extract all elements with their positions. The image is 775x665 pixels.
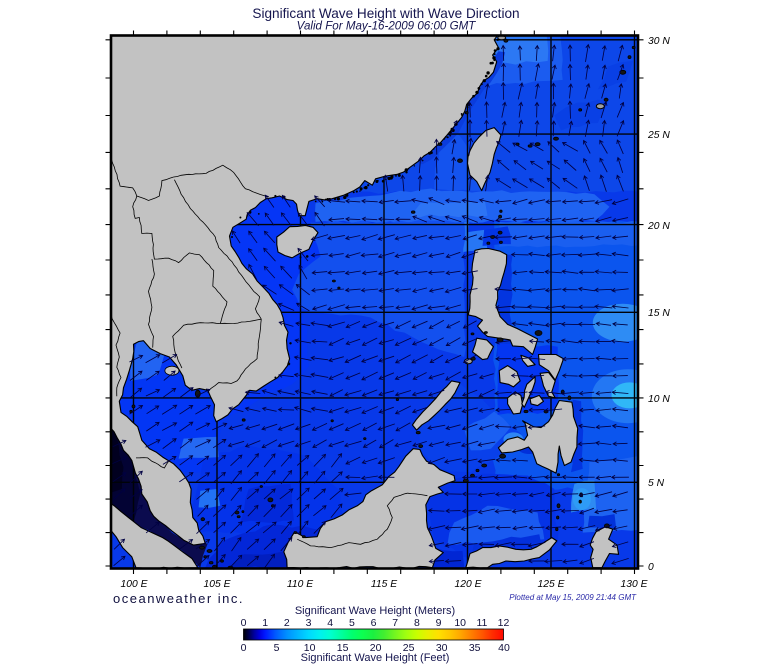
svg-text:30: 30 — [436, 642, 448, 654]
svg-text:2: 2 — [284, 617, 290, 629]
svg-text:Significant Wave Height with W: Significant Wave Height with Wave Direct… — [252, 6, 519, 21]
svg-text:40: 40 — [498, 642, 510, 654]
svg-text:4: 4 — [327, 617, 333, 629]
svg-text:10: 10 — [304, 642, 316, 654]
svg-text:125 E: 125 E — [538, 579, 565, 590]
svg-text:Valid For May-16-2009 06:00 GM: Valid For May-16-2009 06:00 GMT — [297, 20, 477, 33]
svg-text:15: 15 — [337, 642, 349, 654]
svg-text:7: 7 — [392, 617, 398, 629]
svg-text:5 N: 5 N — [648, 478, 665, 489]
svg-text:115 E: 115 E — [371, 579, 397, 590]
svg-text:25 N: 25 N — [647, 130, 670, 141]
svg-text:25: 25 — [403, 642, 415, 654]
svg-text:11: 11 — [476, 617, 487, 629]
svg-text:5: 5 — [349, 617, 355, 629]
svg-text:20: 20 — [370, 642, 382, 654]
svg-text:6: 6 — [371, 617, 377, 629]
svg-text:20 N: 20 N — [647, 221, 670, 232]
svg-text:Plotted at May 15, 2009 21:44: Plotted at May 15, 2009 21:44 GMT — [509, 593, 637, 602]
svg-text:0: 0 — [648, 562, 654, 573]
svg-text:0: 0 — [241, 642, 247, 654]
svg-text:oceanweather inc.: oceanweather inc. — [113, 591, 244, 606]
svg-text:8: 8 — [414, 617, 420, 629]
svg-text:35: 35 — [469, 642, 481, 654]
svg-text:9: 9 — [436, 617, 442, 629]
svg-text:105 E: 105 E — [204, 579, 231, 590]
svg-text:100 E: 100 E — [121, 579, 148, 590]
svg-text:10 N: 10 N — [648, 394, 670, 405]
svg-text:5: 5 — [274, 642, 280, 654]
svg-text:130 E: 130 E — [621, 579, 648, 590]
svg-text:0: 0 — [241, 617, 247, 629]
svg-text:Significant Wave Height (Feet): Significant Wave Height (Feet) — [301, 652, 450, 664]
svg-text:10: 10 — [454, 617, 466, 629]
svg-text:120 E: 120 E — [455, 579, 482, 590]
svg-text:110 E: 110 E — [287, 579, 313, 590]
svg-text:Significant Wave Height (Meter: Significant Wave Height (Meters) — [295, 605, 455, 617]
svg-text:3: 3 — [306, 617, 312, 629]
svg-text:30 N: 30 N — [648, 36, 670, 47]
svg-text:15 N: 15 N — [648, 308, 670, 319]
svg-text:1: 1 — [262, 617, 268, 629]
svg-text:12: 12 — [498, 617, 510, 629]
